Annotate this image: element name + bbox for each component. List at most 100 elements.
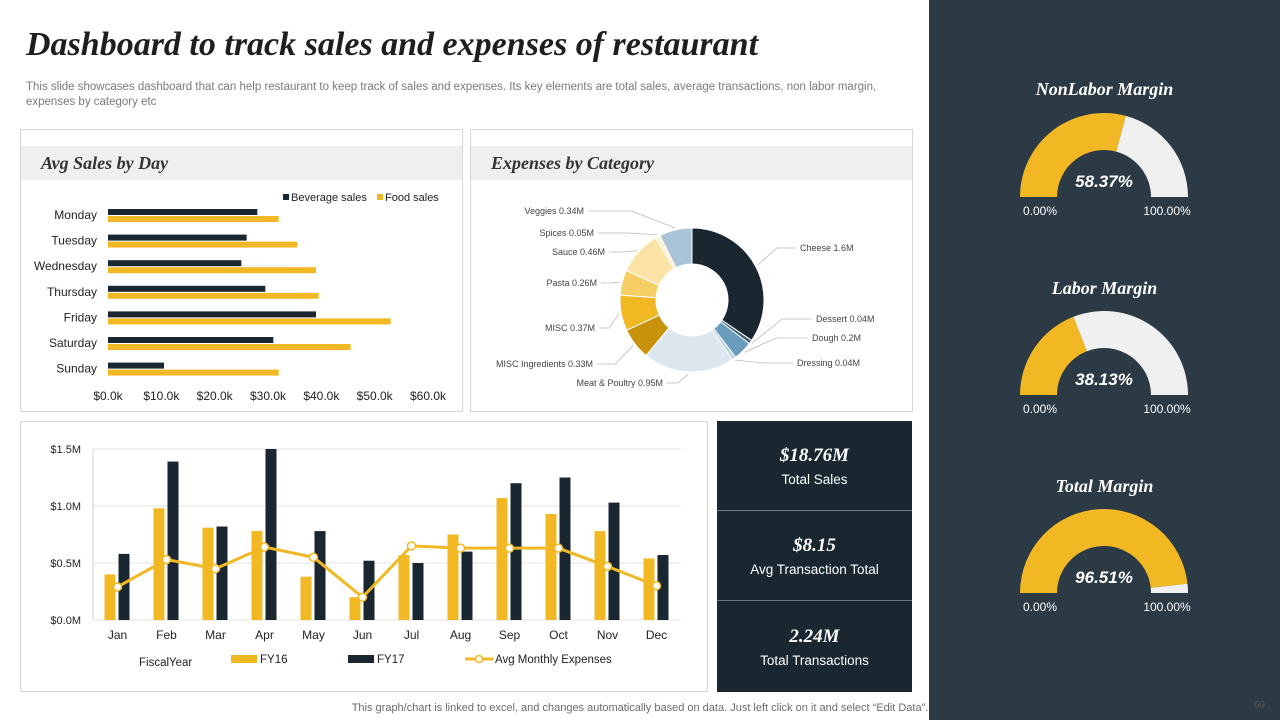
bar-fy16 [398, 555, 410, 620]
legend-label: Food sales [385, 192, 439, 204]
kpi-divider [717, 600, 912, 601]
bar-fy17 [412, 563, 424, 620]
gauge-fill [1020, 509, 1188, 593]
avg-sales-panel: Avg Sales by Day Beverage sales Food sale… [20, 129, 463, 412]
bar-beverage [108, 209, 258, 215]
x-tick-label: Sep [499, 628, 521, 642]
line-point [210, 563, 221, 574]
bar-fy16 [643, 558, 655, 620]
kpi-divider [717, 510, 912, 511]
legend-swatch [283, 194, 289, 200]
x-tick-label: Mar [205, 628, 226, 642]
legend-swatch [231, 655, 257, 663]
bar-fy17 [559, 477, 571, 620]
bar-food [108, 369, 279, 376]
expenses-donut-chart: Cheese 1.6M Dessert 0.04M Dough 0.2M Dressi… [496, 206, 875, 388]
y-tick-label: $1.5M [50, 444, 81, 456]
legend-swatch [377, 194, 383, 200]
leader-line [751, 318, 812, 344]
x-tick-label: Apr [255, 628, 274, 642]
category-label: Wednesday [34, 259, 97, 273]
bar-fy16 [447, 534, 459, 620]
legend-label: Beverage sales [291, 192, 367, 204]
legend-label: FY16 [260, 654, 288, 666]
x-tick-label: Jun [353, 628, 372, 642]
line-point [455, 543, 466, 553]
legend-marker [474, 654, 484, 664]
gauge-max-label: 100.00% [1143, 402, 1191, 416]
margins-panel: NonLabor Margin 58.37% 0.00% 100.00% Labor… [929, 0, 1280, 720]
x-tick-label: Feb [156, 628, 177, 642]
category-label: Friday [64, 310, 97, 324]
x-tick-label: Oct [549, 628, 568, 642]
x-axis-title: FiscalYear [139, 657, 192, 669]
donut-slice [659, 227, 693, 269]
gauge-min-label: 0.00% [1023, 600, 1057, 614]
slice-label: Pasta 0.26M [546, 278, 597, 288]
kpi-label: Total Transactions [760, 653, 869, 668]
bar-beverage [108, 362, 164, 369]
bar-fy16 [104, 574, 116, 620]
gauge-min-label: 0.00% [1023, 204, 1057, 218]
bar-fy17 [608, 502, 620, 620]
x-tick-label: $40.0k [303, 389, 340, 403]
x-tick-label: $30.0k [250, 389, 287, 403]
leader-line [601, 281, 621, 284]
slice-label: MISC 0.37M [545, 323, 595, 333]
category-label: Sunday [56, 362, 97, 376]
bar-beverage [108, 260, 242, 267]
line-point [651, 581, 662, 591]
category-label: Saturday [49, 336, 97, 350]
bar-fy16 [496, 498, 508, 620]
x-tick-label: Dec [646, 628, 667, 642]
gauge-title-nonlabor: NonLabor Margin [1035, 79, 1174, 99]
kpi-value: $18.76M [779, 445, 850, 466]
gauge-labor-margin: 38.13% 0.00% 100.00% [1020, 311, 1191, 416]
line-point [259, 542, 270, 552]
bar-food [108, 344, 351, 350]
leader-line [599, 313, 620, 329]
line-point [112, 582, 123, 592]
bar-fy16 [349, 597, 361, 620]
slice-label: Veggies 0.34M [524, 206, 584, 216]
gauge-value: 96.51% [1075, 568, 1133, 587]
x-tick-label: Nov [597, 628, 618, 642]
x-tick-label: $10.0k [143, 389, 180, 403]
bar-beverage [108, 337, 274, 343]
bar-food [108, 318, 391, 325]
gauge-min-label: 0.00% [1023, 402, 1057, 416]
gauge-value: 38.13% [1075, 370, 1133, 389]
kpi-total-transactions: 2.24M Total Transactions [717, 602, 912, 691]
category-label: Thursday [47, 285, 97, 299]
kpi-total-sales: $18.76M Total Sales [717, 421, 912, 510]
line-point [308, 552, 319, 563]
legend-swatch [348, 655, 374, 663]
bar-fy17 [265, 449, 277, 620]
gauge-fill [1020, 316, 1087, 395]
avg-sales-title: Avg Sales by Day [41, 153, 169, 173]
category-label: Monday [54, 208, 97, 222]
kpi-avg-transaction: $8.15 Avg Transaction Total [717, 511, 912, 600]
leader-line [667, 373, 689, 384]
x-tick-label: Aug [450, 628, 471, 642]
bar-food [108, 267, 316, 274]
bar-beverage [108, 311, 316, 318]
gauge-remainder [1150, 583, 1188, 593]
gauge-nonlabor-margin: 58.37% 0.00% 100.00% [1020, 112, 1191, 218]
slice-label: Dessert 0.04M [816, 314, 875, 324]
leader-line [588, 210, 676, 229]
expenses-header: Expenses by Category [471, 146, 912, 180]
bar-fy17 [657, 555, 669, 620]
gauge-max-label: 100.00% [1143, 204, 1191, 218]
x-tick-label: $20.0k [197, 389, 234, 403]
line-point [504, 543, 515, 553]
line-point [553, 543, 564, 553]
bar-fy17 [314, 531, 326, 620]
x-tick-label: Jul [404, 628, 419, 642]
legend-label: Avg Monthly Expenses [495, 654, 612, 666]
bar-fy16 [300, 576, 312, 620]
bar-fy17 [461, 551, 473, 620]
bar-fy16 [545, 513, 557, 620]
legend-label: FY17 [377, 654, 405, 666]
bar-food [108, 292, 319, 299]
